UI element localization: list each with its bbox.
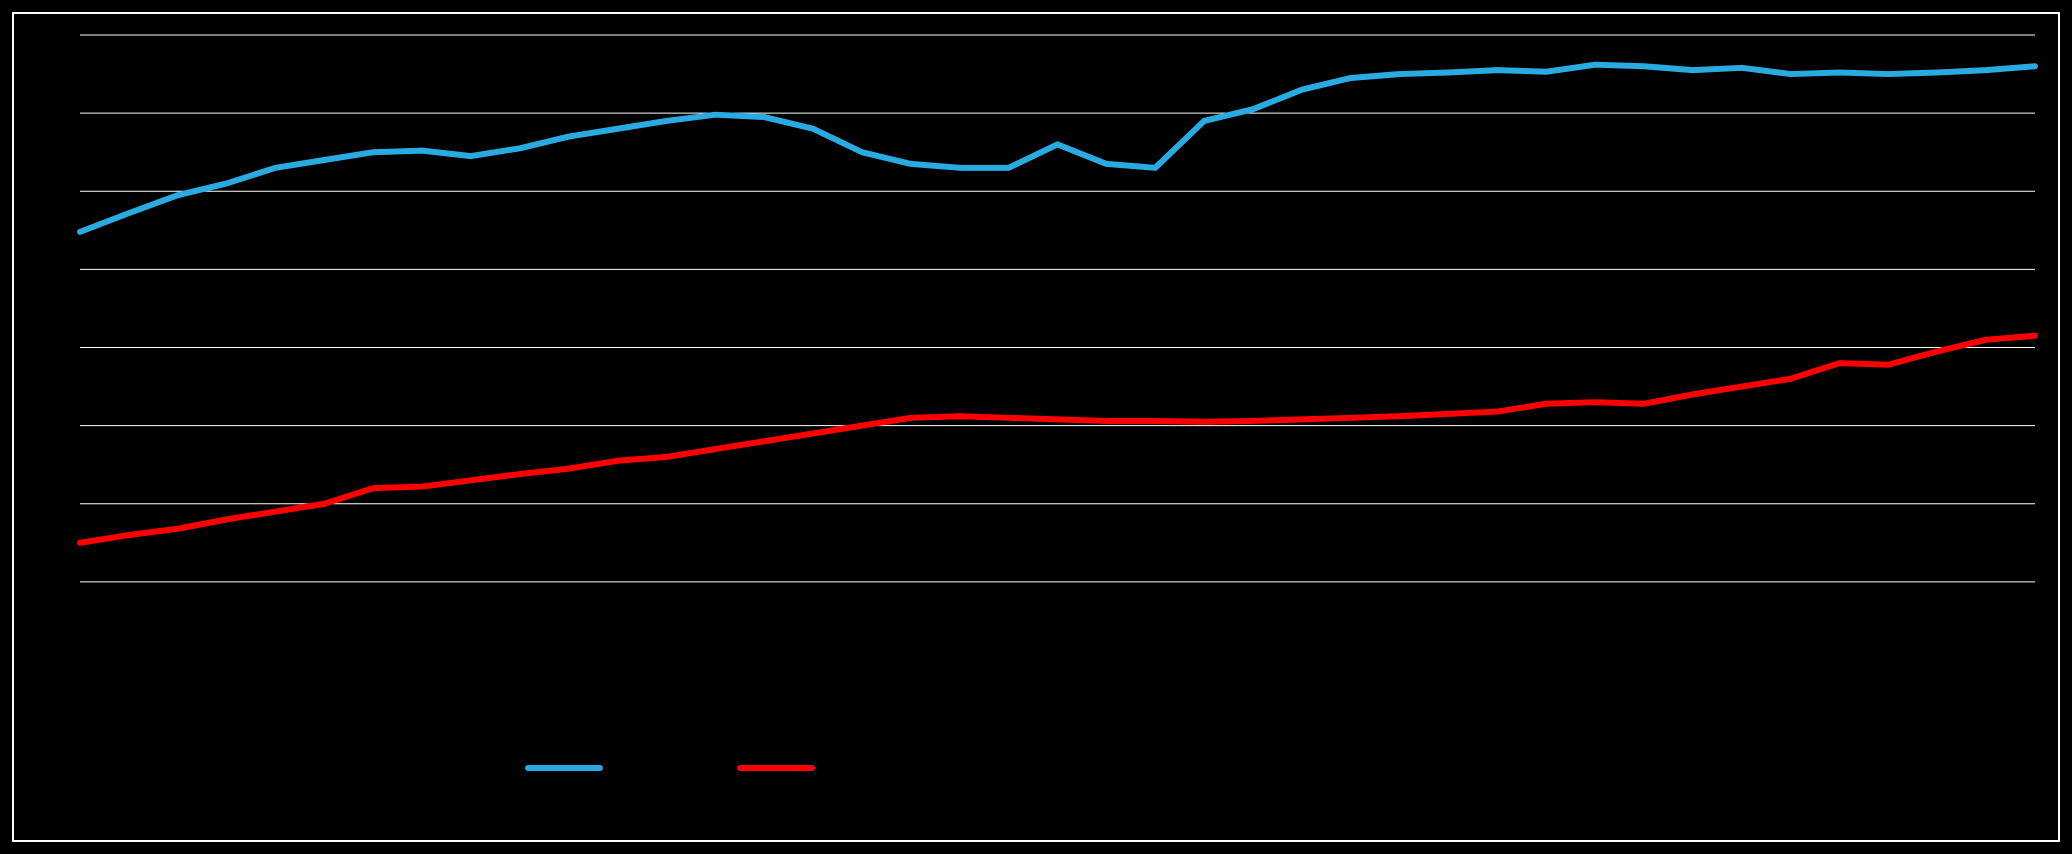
line-chart [0, 0, 2072, 854]
chart-canvas [0, 0, 2072, 854]
series-line-series-a [80, 65, 2035, 232]
series-line-series-b [80, 336, 2035, 543]
